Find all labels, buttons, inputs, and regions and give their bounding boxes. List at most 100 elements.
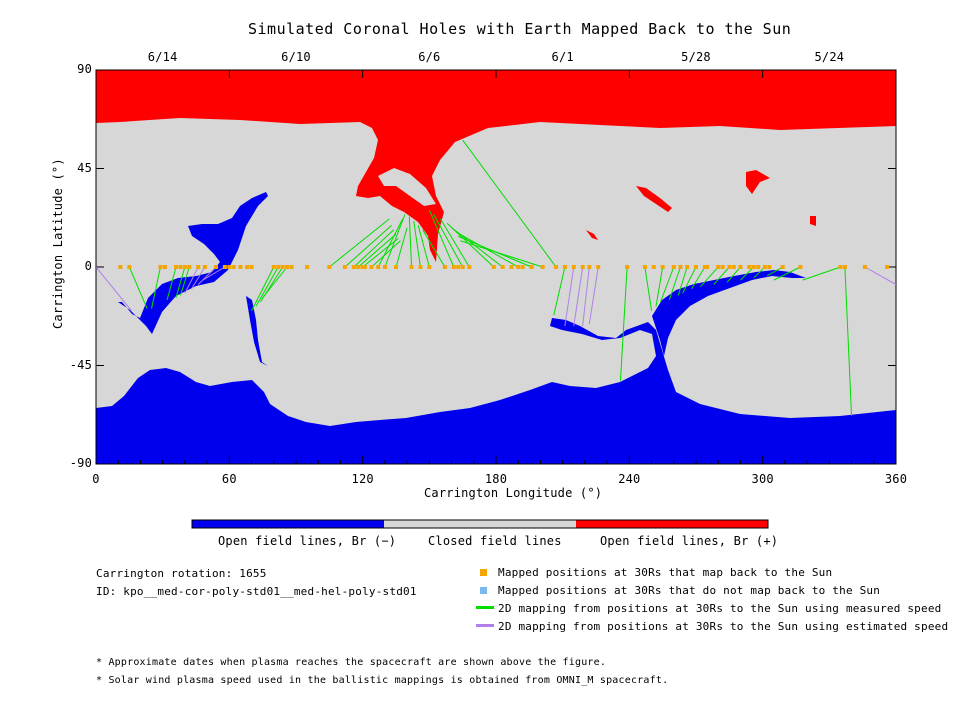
mapped-point xyxy=(351,265,356,269)
measured-mapping-line xyxy=(682,266,697,294)
measured-mapping-line xyxy=(344,225,392,268)
colorbar-label-closed: Closed field lines xyxy=(428,534,562,548)
mapped-point xyxy=(280,265,285,269)
mapped-point xyxy=(540,265,545,269)
measured-mapping-line xyxy=(773,266,801,281)
estimated-mapping-line xyxy=(202,266,226,281)
estimated-mapping-line xyxy=(564,266,575,327)
y-tick-label: 0 xyxy=(84,259,92,273)
note-dates: * Approximate dates when plasma reaches … xyxy=(96,657,607,668)
y-tick-label: -90 xyxy=(69,456,92,470)
measured-mapping-line xyxy=(395,227,408,268)
mapped-point xyxy=(214,265,218,269)
measured-mapping-line xyxy=(408,216,413,268)
mapped-point xyxy=(660,265,665,269)
mapped-point xyxy=(702,265,707,269)
model-id: ID: kpo__med-cor-poly-std01__med-hel-pol… xyxy=(96,585,417,598)
mapped-point xyxy=(694,265,698,269)
estimated-swatch xyxy=(476,624,494,627)
estimated-mapping-line xyxy=(184,266,199,294)
closed-field-notch xyxy=(378,168,436,206)
x-tick-label: 0 xyxy=(92,472,100,486)
y-tick-label: 45 xyxy=(77,160,92,175)
mapped-point xyxy=(780,265,785,269)
mapped-point xyxy=(885,265,890,269)
mapped-point xyxy=(285,265,290,269)
mapped-point xyxy=(467,265,472,269)
mapped-point xyxy=(418,265,423,269)
estimated-mapping-line xyxy=(582,266,590,327)
measured-mapping-line xyxy=(255,266,279,307)
mapped-point xyxy=(731,265,736,269)
y-tick-label: 90 xyxy=(77,62,92,76)
measured-mapping-line xyxy=(417,225,430,268)
positive-island-3 xyxy=(810,216,816,226)
measured-mapping-line xyxy=(677,266,688,296)
mapped-point xyxy=(705,265,710,269)
mapped-point xyxy=(369,265,374,269)
measured-mapping-line xyxy=(691,266,706,290)
mapped-point xyxy=(642,265,647,269)
mapped-point xyxy=(727,265,732,269)
mapped-point xyxy=(227,265,232,269)
measured-mapping-line xyxy=(362,238,399,268)
mapped-point xyxy=(427,265,432,269)
colorbar-closed xyxy=(384,520,576,528)
colorbar xyxy=(191,519,769,529)
date-label: 5/24 xyxy=(814,50,845,64)
x-tick-label: 120 xyxy=(351,472,374,486)
mapped-point xyxy=(174,265,178,269)
mapped-point xyxy=(231,265,236,269)
mapped-point xyxy=(451,265,456,269)
mapped-point xyxy=(625,265,630,269)
measured-mapping-line xyxy=(422,229,446,268)
x-tick-label: 360 xyxy=(884,472,908,486)
mapped-point xyxy=(187,265,192,269)
measured-mapping-line xyxy=(371,240,401,268)
mapped-point xyxy=(842,265,847,269)
mapped-point xyxy=(178,265,183,269)
mapped-point xyxy=(678,265,683,269)
south-negative-polar-region xyxy=(96,318,896,464)
mapped-point xyxy=(238,265,243,269)
mapped-point xyxy=(587,265,592,269)
mapped-point xyxy=(798,265,803,269)
estimated-mapping-line xyxy=(588,266,599,324)
estimated-mapping-line xyxy=(191,266,206,290)
positive-island-2 xyxy=(746,170,770,194)
mapping-lines xyxy=(96,139,896,416)
mapped-point xyxy=(460,265,465,269)
mapped-point xyxy=(762,265,767,269)
mapped-point xyxy=(356,265,361,269)
mapped-point xyxy=(580,265,585,269)
measured-mapping-line xyxy=(713,266,730,285)
measured-mapping-line xyxy=(802,266,841,281)
x-tick-label: 300 xyxy=(751,472,774,486)
mapped-point xyxy=(562,265,567,269)
carrington-rotation: Carrington rotation: 1655 xyxy=(96,567,267,580)
mapped-point xyxy=(118,265,123,269)
mapped-point xyxy=(671,265,676,269)
colorbar-label-negative: Open field lines, Br (−) xyxy=(218,534,397,548)
measured-mapping-line xyxy=(413,220,421,268)
colorbar-negative xyxy=(192,520,384,528)
date-label: 6/14 xyxy=(147,50,178,64)
mapped-point xyxy=(738,265,743,269)
measured-mapping-line xyxy=(384,214,406,268)
mapped-point xyxy=(382,265,387,269)
legend-mapped: Mapped positions at 30Rs that map back t… xyxy=(498,566,833,579)
mapped-point xyxy=(767,265,772,269)
mapped-point xyxy=(202,265,207,269)
measured-mapping-line xyxy=(179,266,190,296)
measured-mapping-line xyxy=(655,266,664,307)
measured-mapping-line xyxy=(440,218,470,268)
mapped-point xyxy=(289,265,294,269)
colorbar-label-positive: Open field lines, Br (+) xyxy=(600,534,779,548)
mapped-point xyxy=(571,265,576,269)
positive-island-1 xyxy=(636,186,672,212)
chart-title: Simulated Coronal Holes with Earth Mappe… xyxy=(248,20,792,38)
mapped-point xyxy=(651,265,656,269)
mapped-point xyxy=(376,265,381,269)
mapped-point xyxy=(520,265,525,269)
measured-mapping-line xyxy=(462,139,557,268)
